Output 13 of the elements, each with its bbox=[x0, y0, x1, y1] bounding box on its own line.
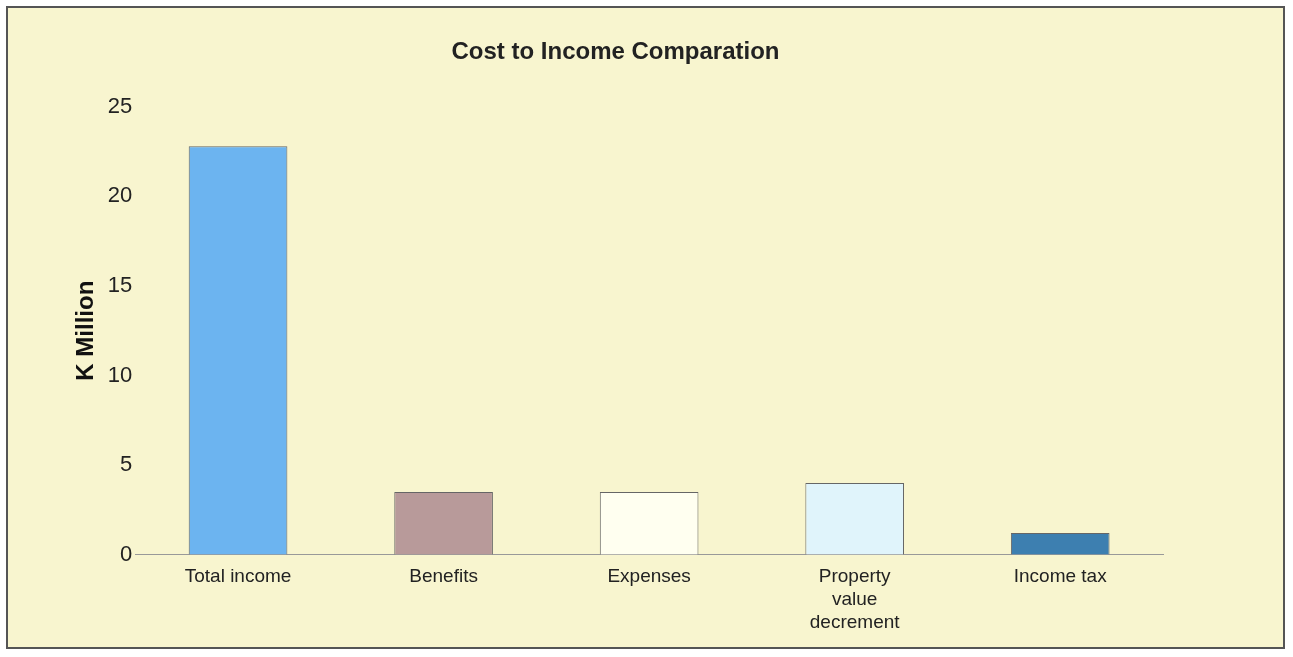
y-axis-title: K Million bbox=[71, 280, 99, 381]
x-tick-label: Expenses bbox=[607, 565, 691, 587]
x-tick-label: Total income bbox=[184, 565, 292, 587]
y-tick-label: 0 bbox=[120, 540, 133, 566]
x-tick-label: Benefits bbox=[409, 565, 478, 587]
y-tick-label: 5 bbox=[120, 451, 133, 477]
y-tick-label: 20 bbox=[107, 182, 133, 208]
chart-title: Cost to Income Comparation bbox=[451, 37, 780, 65]
x-tick-label: Income tax bbox=[1013, 565, 1108, 587]
y-tick-label: 15 bbox=[107, 271, 133, 297]
x-tick-label: Property value decrement bbox=[809, 565, 901, 632]
y-tick-label: 10 bbox=[107, 361, 133, 387]
y-tick-label: 25 bbox=[107, 92, 133, 118]
